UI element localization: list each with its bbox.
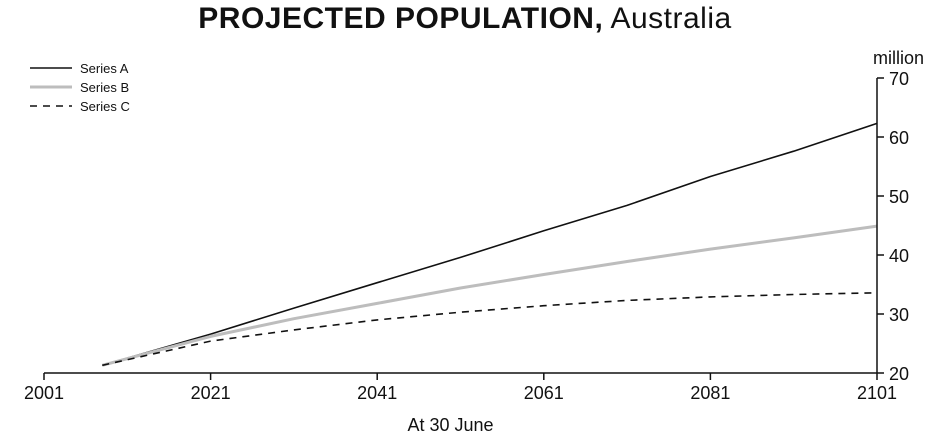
x-tick-label: 2081 xyxy=(690,383,730,403)
series-line-c xyxy=(102,292,878,367)
y-tick-label: 40 xyxy=(889,246,909,266)
series-layer xyxy=(101,122,878,367)
series-line-a xyxy=(102,122,878,367)
x-tick-label: 2101 xyxy=(857,383,897,403)
y-tick-label: 70 xyxy=(889,69,909,89)
chart-title-sub: Australia xyxy=(603,2,732,35)
y-tick-label: 60 xyxy=(889,128,909,148)
x-tick-label: 2061 xyxy=(524,383,564,403)
chart-title: PROJECTED POPULATION, Australia xyxy=(0,2,930,36)
legend-label: Series B xyxy=(80,80,129,95)
axes: 2001 2021 2041 2061 2081 2101 At 30 June 20 30 40… xyxy=(24,48,924,435)
series-line-b xyxy=(101,224,878,367)
x-tick-label: 2021 xyxy=(191,383,231,403)
x-axis-title: At 30 June xyxy=(407,415,493,435)
y-tick-label: 50 xyxy=(889,187,909,207)
legend-label: Series A xyxy=(80,61,129,76)
y-tick-label: 30 xyxy=(889,305,909,325)
legend-label: Series C xyxy=(80,99,130,114)
x-tick-label: 2001 xyxy=(24,383,64,403)
y-axis-unit: million xyxy=(873,48,924,68)
x-tick-label: 2041 xyxy=(357,383,397,403)
y-tick-label: 20 xyxy=(889,364,909,384)
legend: Series A Series B Series C xyxy=(30,61,130,114)
chart-title-main: PROJECTED POPULATION, xyxy=(198,2,604,35)
